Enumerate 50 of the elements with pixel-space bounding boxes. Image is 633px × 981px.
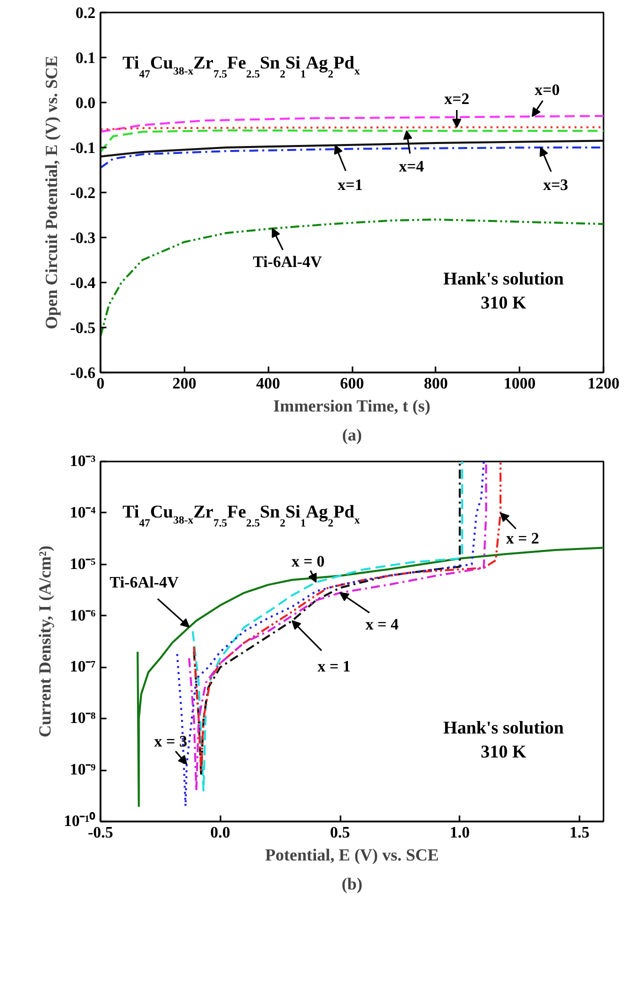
- series-label: x=0: [534, 82, 560, 99]
- x-tick-label: 0: [96, 376, 104, 392]
- line-series: [100, 129, 604, 153]
- text: (b): [342, 874, 362, 894]
- annotation: Hank's solution 310 K: [443, 718, 564, 762]
- x-tick-label: 800: [424, 376, 448, 392]
- x-tick-label: 1000: [504, 376, 536, 392]
- series-label: x=1: [338, 176, 363, 194]
- x-tick-label: 1200: [588, 376, 620, 392]
- y-tick-label: 10⁻⁷: [70, 658, 96, 676]
- x-tick-label: 0.5: [330, 824, 350, 842]
- x-tick-label: 600: [340, 376, 364, 392]
- line-series: [100, 218, 604, 338]
- y-tick-label: 10⁻⁹: [70, 762, 96, 779]
- y-tick-label: 10⁻⁴: [70, 504, 96, 522]
- series-label: x = 2: [506, 530, 540, 548]
- y-tick-label: -0.1: [70, 140, 96, 157]
- y-tick-label: 0.2: [76, 5, 96, 22]
- x-axis-title: Potential, E (V) vs. SCE: [265, 846, 439, 864]
- x-tick-label: 1.0: [450, 824, 470, 842]
- y-tick-label: -0.4: [70, 275, 96, 292]
- series-label: x = 4: [365, 616, 399, 634]
- y-tick-label: 10⁻⁵: [70, 556, 96, 573]
- y-tick-label: 0.1: [76, 50, 96, 67]
- x-tick-label: 200: [172, 376, 196, 392]
- series-label: x = 3: [154, 734, 188, 751]
- y-tick-label: 10⁻⁸: [70, 710, 96, 728]
- series-label: x=2: [444, 90, 470, 108]
- y-tick-label: -0.2: [70, 185, 96, 202]
- y-tick-label: -0.5: [70, 320, 96, 337]
- text: x = 1: [318, 658, 351, 676]
- y-tick-label: -0.6: [70, 365, 96, 382]
- x-axis-title: Immersion Time, t (s): [273, 396, 430, 416]
- series-label: x = 0: [292, 554, 325, 571]
- series-label: x=4: [398, 158, 424, 176]
- series-label: Ti-6Al-4V: [252, 254, 322, 271]
- text: Ti-6Al-4V: [110, 574, 180, 592]
- x-tick-label: 1.5: [570, 824, 590, 842]
- y-tick-label: -0.3: [70, 230, 96, 247]
- annotation: Hank's solution 310 K: [443, 268, 564, 312]
- y-tick-label: 0.0: [76, 95, 96, 112]
- y-axis-title: Open Circuit Potential, E (V) vs. SCE: [42, 56, 62, 330]
- y-tick-label: 10⁻³: [70, 453, 96, 470]
- text: (a): [342, 426, 362, 444]
- x-tick-label: 400: [256, 376, 280, 392]
- x-tick-label: 0.0: [210, 824, 230, 842]
- series-label: x=3: [543, 177, 568, 194]
- y-axis-title: Current Density, I (A/cm²): [36, 546, 55, 738]
- y-tick-label: 10⁻⁶: [70, 607, 96, 624]
- line-series: [100, 140, 604, 158]
